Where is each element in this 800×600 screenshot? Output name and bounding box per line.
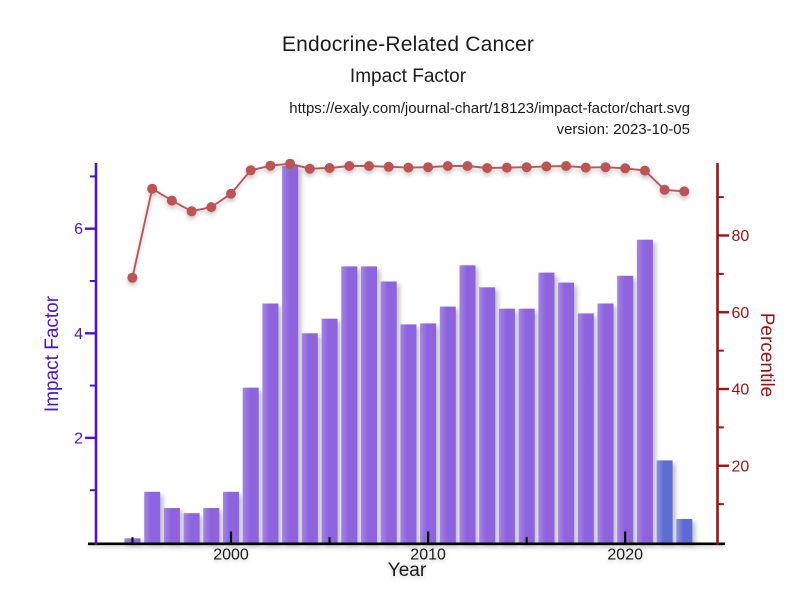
- point-2019: [600, 162, 611, 173]
- y-left-tick-label-4: 4: [74, 326, 83, 343]
- point-2020: [620, 163, 631, 174]
- page-subtitle: Impact Factor: [349, 66, 467, 87]
- bar-1998: [183, 513, 200, 543]
- bar-2017: [558, 282, 575, 543]
- percentile-path: [131, 162, 685, 278]
- y-left-tick-label-6: 6: [74, 221, 83, 238]
- point-2016: [541, 161, 552, 172]
- chart-version: version: 2023-10-05: [556, 121, 690, 138]
- y-right-tick-label-80: 80: [732, 228, 750, 245]
- point-2012: [462, 161, 473, 171]
- bar-2023: [676, 519, 693, 543]
- impact-factor-bars: [124, 165, 693, 543]
- bar-2005: [321, 318, 338, 543]
- bar-2022: [656, 460, 673, 543]
- point-2001: [245, 165, 256, 176]
- x-tick-label-2000: 2000: [213, 547, 249, 564]
- point-2007: [364, 161, 374, 171]
- y-axis-right-title: Percentile: [756, 313, 777, 398]
- y-right-tick-label-60: 60: [732, 305, 750, 322]
- point-2004: [304, 163, 315, 174]
- bar-2007: [361, 266, 377, 543]
- point-2006: [344, 161, 355, 171]
- bar-2019: [597, 303, 614, 543]
- y-axis-right: 20 40 60 80 Percentile: [716, 163, 777, 545]
- bar-1999: [203, 508, 220, 543]
- x-axis-title: Year: [388, 560, 427, 581]
- bar-2006: [341, 266, 358, 543]
- point-1997: [166, 195, 177, 206]
- point-2017: [561, 161, 572, 171]
- point-2011: [442, 161, 453, 171]
- chart-source-url: https://exaly.com/journal-chart/18123/im…: [289, 100, 690, 117]
- y-right-tick-label-20: 20: [732, 458, 750, 475]
- bar-2014: [498, 308, 515, 543]
- y-right-tick-label-40: 40: [732, 382, 750, 399]
- point-2022: [659, 184, 670, 195]
- bar-1996: [144, 491, 161, 543]
- bar-2001: [242, 387, 259, 543]
- point-2003: [285, 158, 296, 169]
- bar-2011: [439, 306, 456, 543]
- point-2009: [403, 162, 414, 173]
- point-1998: [186, 206, 197, 217]
- bar-2012: [459, 265, 476, 543]
- page-title: Endocrine-Related Cancer: [281, 33, 535, 56]
- point-1995: [127, 272, 138, 283]
- bar-1997: [163, 508, 180, 543]
- bar-2009: [400, 324, 417, 543]
- bar-2000: [223, 491, 239, 543]
- bar-2002: [262, 303, 279, 543]
- point-2023: [679, 186, 690, 197]
- bar-2013: [479, 287, 496, 543]
- point-2010: [423, 162, 434, 173]
- point-2014: [501, 162, 512, 173]
- bar-2018: [577, 313, 594, 543]
- bar-2003: [282, 165, 299, 543]
- point-1996: [147, 183, 158, 194]
- y-axis-left-title: Impact Factor: [42, 295, 63, 412]
- bar-2021: [636, 239, 653, 543]
- bar-2020: [617, 275, 634, 543]
- percentile-line: [127, 158, 690, 283]
- x-tick-label-2010: 2010: [410, 547, 446, 564]
- point-2000: [226, 188, 236, 199]
- bar-2015: [518, 308, 535, 543]
- bar-2008: [380, 281, 397, 543]
- point-2021: [639, 165, 650, 176]
- point-1999: [206, 202, 217, 213]
- point-2008: [383, 161, 394, 172]
- bar-2004: [301, 333, 318, 543]
- point-2015: [521, 162, 532, 173]
- x-axis: 2000 2010 2020 Year: [88, 531, 725, 581]
- point-2013: [482, 163, 493, 173]
- y-axis-left: 2 4 6 Impact Factor: [42, 163, 98, 545]
- point-2005: [324, 163, 335, 173]
- point-2018: [580, 162, 591, 173]
- x-tick-label-2020: 2020: [607, 547, 643, 564]
- bar-2010: [420, 323, 437, 543]
- bar-2016: [538, 272, 555, 543]
- y-left-tick-label-2: 2: [74, 430, 83, 447]
- point-2002: [265, 160, 276, 171]
